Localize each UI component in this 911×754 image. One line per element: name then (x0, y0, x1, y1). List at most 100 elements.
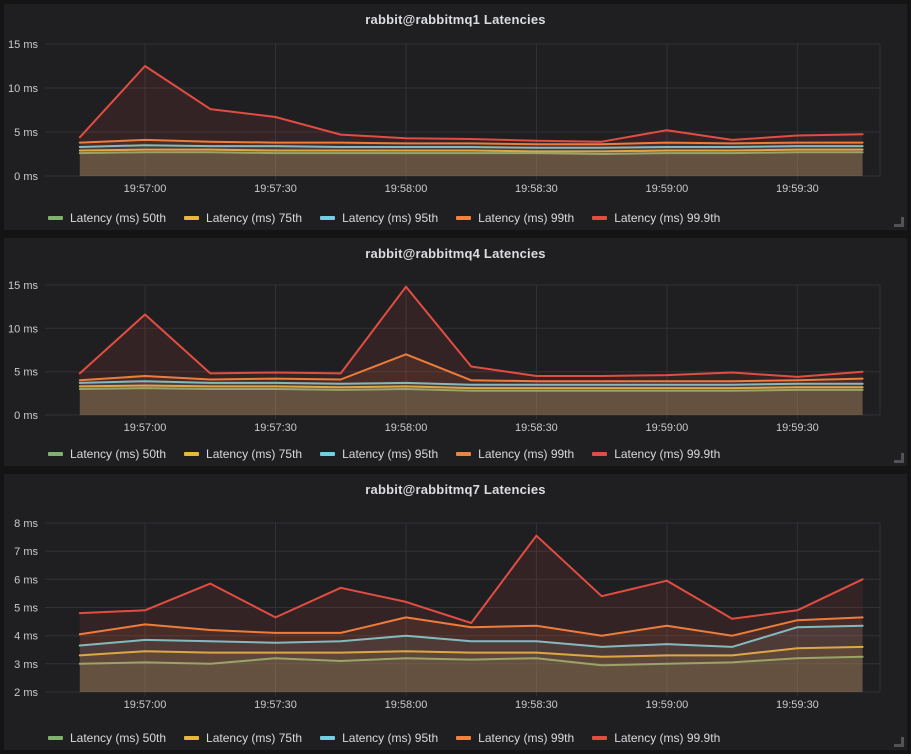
y-tick-label: 5 ms (14, 367, 38, 379)
series-area (79, 388, 863, 415)
chart-canvas[interactable]: 0 ms 5 ms 10 ms 15 ms 19:57:00 19:57:30 19:58:… (4, 30, 907, 198)
panel-resize-handle-icon[interactable] (894, 217, 904, 227)
series-area (79, 354, 863, 415)
legend-label: Latency (ms) 95th (342, 211, 439, 225)
legend-swatch-icon (320, 452, 336, 456)
x-tick-label: 19:59:00 (645, 699, 688, 711)
x-tick-label: 19:59:00 (645, 183, 688, 195)
y-tick-label: 4 ms (14, 631, 38, 643)
x-tick-label: 19:58:00 (385, 183, 428, 195)
series-area (79, 656, 863, 692)
series-area (79, 145, 863, 176)
legend-swatch-icon (48, 736, 63, 740)
x-tick-label: 19:58:00 (385, 699, 428, 711)
legend-swatch-icon (592, 452, 608, 456)
series-area (79, 385, 863, 415)
latency-chart-rabbitmq4[interactable]: 0 ms 5 ms 10 ms 15 ms 19:57:00 19:57:30 19:58:… (4, 264, 907, 437)
y-tick-label: 10 ms (8, 323, 38, 335)
legend-swatch-icon (456, 736, 472, 740)
series-area (79, 625, 863, 692)
x-tick-label: 19:57:00 (124, 183, 167, 195)
legend-item-latency-ms-99th[interactable]: Latency (ms) 99th (456, 731, 574, 745)
legend-label: Latency (ms) 50th (70, 211, 167, 225)
legend-item-latency-ms-95th[interactable]: Latency (ms) 95th (320, 731, 438, 745)
y-tick-label: 5 ms (14, 603, 38, 615)
legend-item-latency-ms-75th[interactable]: Latency (ms) 75th (184, 447, 302, 461)
x-tick-label: 19:59:30 (776, 699, 819, 711)
legend-rabbitmq4: Latency (ms) 50th Latency (ms) 75th Latenc… (4, 447, 720, 461)
series-area (79, 381, 863, 415)
legend-item-latency-ms-95th[interactable]: Latency (ms) 95th (320, 211, 438, 225)
x-tick-label: 19:57:30 (254, 699, 297, 711)
latency-chart-rabbitmq7[interactable]: 2 ms 3 ms 4 ms 5 ms 6 ms 7 ms 8 ms 19:57:00 19:5… (4, 500, 907, 714)
panel-rabbitmq1-latencies: rabbit@rabbitmq1 Latencies 0 ms 5 ms 10 ms… (4, 4, 907, 230)
x-tick-label: 19:57:30 (254, 422, 297, 434)
y-tick-label: 3 ms (14, 659, 38, 671)
series-line (78, 534, 864, 624)
legend-label: Latency (ms) 75th (206, 211, 303, 225)
y-tick-label: 10 ms (8, 83, 38, 95)
x-tick-label: 19:58:30 (515, 699, 558, 711)
chart-canvas[interactable]: 2 ms 3 ms 4 ms 5 ms 6 ms 7 ms 8 ms 19:57:00 19:5… (4, 500, 907, 714)
latency-chart-rabbitmq1[interactable]: 0 ms 5 ms 10 ms 15 ms 19:57:00 19:57:30 19:58:… (4, 30, 907, 198)
panel-rabbitmq7-latencies: rabbit@rabbitmq7 Latencies 2 ms 3 ms 4 ms 5… (4, 474, 907, 750)
legend-swatch-icon (456, 452, 472, 456)
series-area (79, 535, 863, 692)
series-area (79, 66, 863, 176)
series-area (79, 617, 863, 692)
y-tick-label: 15 ms (8, 280, 38, 292)
legend-item-latency-ms-95th[interactable]: Latency (ms) 95th (320, 447, 438, 461)
x-tick-label: 19:57:30 (254, 183, 297, 195)
legend-label: Latency (ms) 50th (70, 447, 167, 461)
series-line (78, 353, 864, 383)
x-tick-label: 19:57:00 (124, 699, 167, 711)
legend-label: Latency (ms) 99th (478, 731, 575, 745)
legend-item-latency-ms-50th[interactable]: Latency (ms) 50th (48, 211, 166, 225)
series-area (79, 286, 863, 415)
legend-swatch-icon (320, 216, 336, 220)
panel-title-rabbitmq7[interactable]: rabbit@rabbitmq7 Latencies (365, 482, 546, 497)
legend-label: Latency (ms) 99th (478, 447, 575, 461)
legend-swatch-icon (592, 216, 608, 220)
legend-label: Latency (ms) 95th (342, 731, 439, 745)
series-line (78, 285, 864, 378)
legend-item-latency-ms-99.9th[interactable]: Latency (ms) 99.9th (592, 447, 720, 461)
panel-resize-handle-icon[interactable] (894, 737, 904, 747)
series-area (79, 646, 863, 692)
legend-label: Latency (ms) 99.9th (614, 211, 721, 225)
panel-title-rabbitmq1[interactable]: rabbit@rabbitmq1 Latencies (365, 12, 546, 27)
legend-item-latency-ms-75th[interactable]: Latency (ms) 75th (184, 211, 302, 225)
series-area (79, 149, 863, 176)
legend-item-latency-ms-75th[interactable]: Latency (ms) 75th (184, 731, 302, 745)
series-line (78, 645, 864, 658)
series-line (78, 624, 864, 648)
legend-item-latency-ms-99th[interactable]: Latency (ms) 99th (456, 447, 574, 461)
legend-item-latency-ms-50th[interactable]: Latency (ms) 50th (48, 731, 166, 745)
legend-swatch-icon (456, 216, 472, 220)
panel-resize-handle-icon[interactable] (894, 453, 904, 463)
legend-item-latency-ms-99.9th[interactable]: Latency (ms) 99.9th (592, 731, 720, 745)
legend-item-latency-ms-99th[interactable]: Latency (ms) 99th (456, 211, 574, 225)
series-line (78, 138, 864, 146)
series-area (79, 152, 863, 176)
legend-item-latency-ms-99.9th[interactable]: Latency (ms) 99.9th (592, 211, 720, 225)
legend-item-latency-ms-50th[interactable]: Latency (ms) 50th (48, 447, 166, 461)
y-tick-label: 0 ms (14, 171, 38, 183)
series-line (78, 616, 864, 637)
series-line (78, 380, 864, 386)
y-tick-label: 8 ms (14, 518, 38, 530)
legend-swatch-icon (184, 736, 200, 740)
legend-label: Latency (ms) 50th (70, 731, 167, 745)
series-line (78, 384, 864, 390)
y-tick-label: 2 ms (14, 687, 38, 699)
legend-label: Latency (ms) 99th (478, 211, 575, 225)
y-tick-label: 5 ms (14, 127, 38, 139)
panel-title-rabbitmq4[interactable]: rabbit@rabbitmq4 Latencies (365, 246, 546, 261)
series-line (78, 144, 864, 149)
y-tick-label: 7 ms (14, 546, 38, 558)
x-tick-label: 19:58:30 (515, 183, 558, 195)
x-tick-label: 19:59:30 (776, 422, 819, 434)
series-line (78, 151, 864, 155)
legend-swatch-icon (592, 736, 608, 740)
chart-canvas[interactable]: 0 ms 5 ms 10 ms 15 ms 19:57:00 19:57:30 19:58:… (4, 264, 907, 437)
